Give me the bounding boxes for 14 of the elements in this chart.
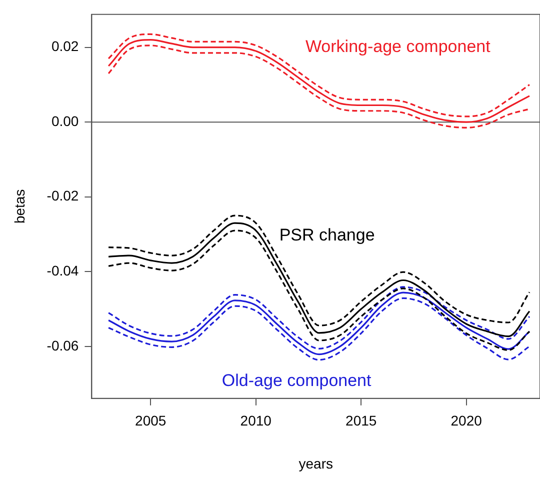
series-label: Working-age component	[305, 37, 491, 56]
y-axis-title: betas	[11, 189, 28, 224]
series-label: PSR change	[279, 226, 375, 245]
y-tick-label: 0.02	[51, 38, 79, 54]
y-tick-label: -0.04	[46, 262, 79, 279]
series-label: Old-age component	[222, 371, 372, 390]
y-tick-label: 0.00	[51, 112, 79, 129]
y-tick-label: -0.06	[46, 337, 79, 354]
x-tick-label: 2015	[346, 412, 377, 429]
y-tick-label: -0.02	[46, 188, 79, 204]
x-tick-label: 2005	[135, 412, 166, 429]
x-axis-title: years	[298, 455, 333, 472]
x-tick-label: 2010	[240, 412, 272, 429]
x-tick-label: 2020	[450, 412, 482, 429]
